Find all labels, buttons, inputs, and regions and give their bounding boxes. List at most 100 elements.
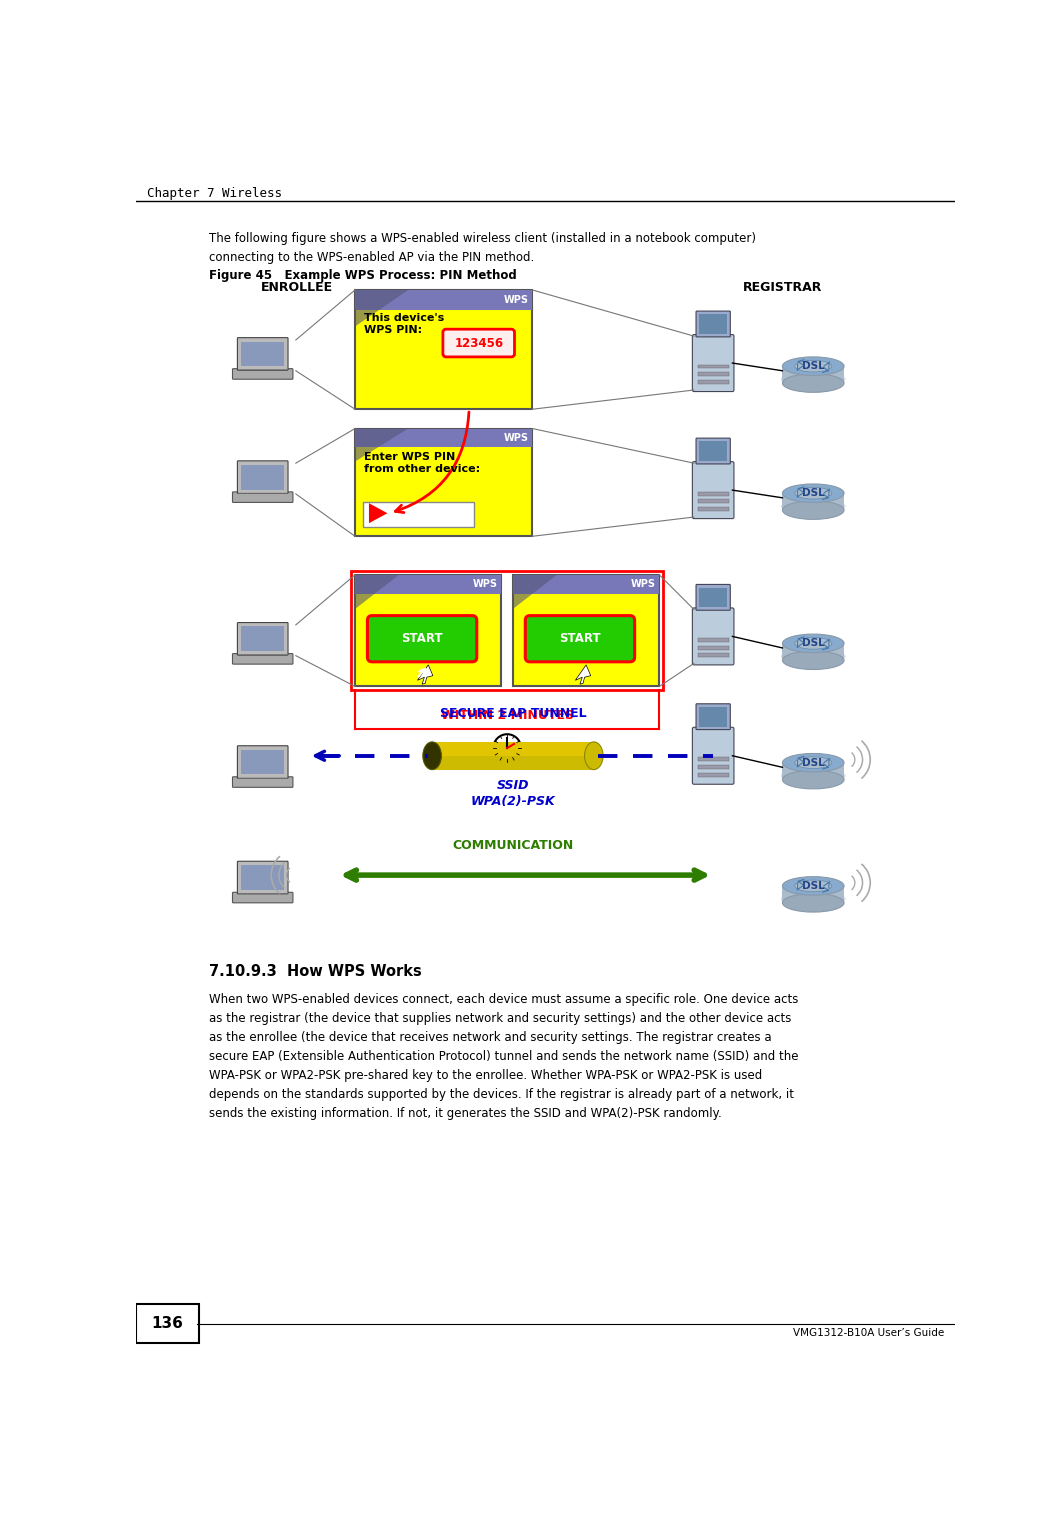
- Text: ENROLLEE: ENROLLEE: [262, 280, 333, 294]
- Ellipse shape: [782, 501, 844, 520]
- Ellipse shape: [781, 768, 846, 783]
- Bar: [432, 742, 594, 756]
- Ellipse shape: [795, 879, 832, 892]
- Bar: [513, 575, 660, 686]
- FancyBboxPatch shape: [233, 369, 293, 379]
- Text: The following figure shows a WPS-enabled wireless client (installed in a noteboo: The following figure shows a WPS-enabled…: [209, 232, 755, 264]
- Ellipse shape: [795, 360, 832, 372]
- Polygon shape: [355, 428, 409, 462]
- Bar: [242, 626, 284, 651]
- Bar: [698, 379, 729, 384]
- Bar: [698, 507, 729, 511]
- Text: 123456: 123456: [454, 337, 503, 349]
- Bar: [242, 866, 284, 890]
- Text: Enter WPS PIN
from other device:: Enter WPS PIN from other device:: [364, 451, 481, 474]
- Ellipse shape: [781, 372, 846, 387]
- Text: START: START: [401, 632, 443, 645]
- Bar: [355, 575, 501, 686]
- Text: DSL: DSL: [802, 361, 825, 372]
- FancyBboxPatch shape: [696, 311, 730, 337]
- Polygon shape: [355, 290, 409, 326]
- Bar: [355, 428, 532, 447]
- Ellipse shape: [782, 651, 844, 669]
- Ellipse shape: [782, 753, 844, 773]
- Text: WPS: WPS: [630, 579, 655, 590]
- Polygon shape: [369, 503, 387, 523]
- FancyBboxPatch shape: [443, 329, 515, 357]
- Bar: [242, 465, 284, 489]
- Bar: [699, 314, 727, 334]
- Text: 7.10.9.3  How WPS Works: 7.10.9.3 How WPS Works: [209, 963, 421, 978]
- Bar: [698, 364, 729, 369]
- FancyArrowPatch shape: [396, 411, 469, 512]
- Bar: [242, 341, 284, 366]
- Ellipse shape: [422, 742, 442, 770]
- Text: 136: 136: [151, 1315, 183, 1330]
- Ellipse shape: [795, 757, 832, 768]
- Bar: [698, 372, 729, 376]
- Text: DSL: DSL: [802, 881, 825, 892]
- Text: This device's
WPS PIN:: This device's WPS PIN:: [364, 312, 445, 335]
- Bar: [355, 575, 501, 594]
- FancyBboxPatch shape: [237, 460, 288, 494]
- Polygon shape: [513, 575, 556, 610]
- Bar: [363, 503, 475, 527]
- Bar: [698, 500, 729, 503]
- Text: When two WPS-enabled devices connect, each device must assume a specific role. O: When two WPS-enabled devices connect, ea…: [209, 994, 798, 1120]
- FancyBboxPatch shape: [233, 654, 293, 664]
- Bar: [351, 572, 663, 690]
- Bar: [355, 428, 532, 536]
- FancyBboxPatch shape: [696, 704, 730, 730]
- Text: COMMUNICATION: COMMUNICATION: [452, 840, 573, 852]
- Ellipse shape: [782, 771, 844, 789]
- Text: SSID
WPA(2)-PSK: SSID WPA(2)-PSK: [470, 779, 555, 808]
- Polygon shape: [417, 664, 433, 684]
- Ellipse shape: [782, 357, 844, 375]
- Ellipse shape: [795, 637, 832, 649]
- Bar: [432, 742, 594, 770]
- FancyBboxPatch shape: [693, 335, 734, 392]
- Bar: [782, 366, 844, 383]
- FancyBboxPatch shape: [696, 437, 730, 463]
- Ellipse shape: [781, 498, 846, 514]
- FancyBboxPatch shape: [526, 616, 634, 661]
- FancyBboxPatch shape: [233, 492, 293, 503]
- Bar: [698, 639, 729, 642]
- Polygon shape: [355, 575, 399, 610]
- Circle shape: [494, 735, 521, 762]
- Ellipse shape: [781, 892, 846, 907]
- Ellipse shape: [782, 876, 844, 895]
- Ellipse shape: [782, 893, 844, 911]
- Bar: [698, 773, 729, 777]
- Bar: [698, 492, 729, 495]
- Ellipse shape: [781, 649, 846, 664]
- Text: START: START: [560, 632, 601, 645]
- FancyBboxPatch shape: [693, 462, 734, 518]
- FancyBboxPatch shape: [237, 338, 288, 370]
- Bar: [355, 290, 532, 311]
- FancyBboxPatch shape: [233, 892, 293, 902]
- Bar: [699, 588, 727, 607]
- Bar: [782, 885, 844, 902]
- FancyBboxPatch shape: [693, 727, 734, 785]
- Ellipse shape: [795, 488, 832, 498]
- FancyBboxPatch shape: [233, 777, 293, 788]
- Ellipse shape: [782, 634, 844, 652]
- Bar: [136, 1305, 199, 1343]
- Bar: [782, 494, 844, 511]
- Text: REGISTRAR: REGISTRAR: [743, 280, 822, 294]
- Ellipse shape: [782, 485, 844, 503]
- Bar: [698, 654, 729, 657]
- Ellipse shape: [782, 373, 844, 392]
- Bar: [782, 643, 844, 660]
- FancyBboxPatch shape: [237, 861, 288, 893]
- FancyBboxPatch shape: [237, 745, 288, 779]
- FancyBboxPatch shape: [693, 608, 734, 664]
- Bar: [355, 290, 532, 410]
- FancyBboxPatch shape: [237, 622, 288, 655]
- Text: WITHIN 2 MINUTES: WITHIN 2 MINUTES: [440, 709, 573, 722]
- Bar: [242, 750, 284, 774]
- Text: Chapter 7 Wireless: Chapter 7 Wireless: [147, 187, 282, 200]
- Bar: [699, 707, 727, 727]
- Ellipse shape: [584, 742, 603, 770]
